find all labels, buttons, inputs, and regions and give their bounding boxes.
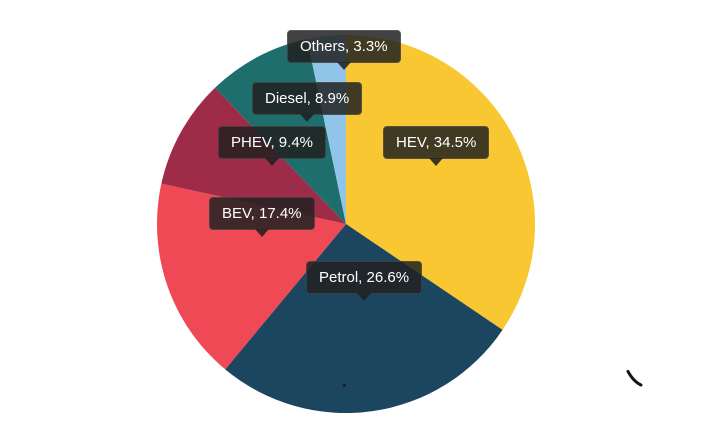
pie-slice-bev[interactable] bbox=[156, 183, 346, 370]
callout-phev: PHEV, 9.4% bbox=[218, 126, 326, 159]
callout-diesel: Diesel, 8.9% bbox=[252, 82, 363, 115]
callout-others: Others, 3.3% bbox=[287, 30, 401, 63]
callout-hev: HEV, 34.5% bbox=[383, 126, 490, 159]
callout-bev: BEV, 17.4% bbox=[209, 197, 315, 230]
stray-dot-artifact bbox=[342, 383, 347, 388]
stray-curve-artifact bbox=[626, 370, 643, 387]
callout-petrol: Petrol, 26.6% bbox=[306, 261, 423, 294]
pie-slice-petrol[interactable] bbox=[225, 224, 503, 413]
pie-slice-hev[interactable] bbox=[346, 35, 535, 330]
